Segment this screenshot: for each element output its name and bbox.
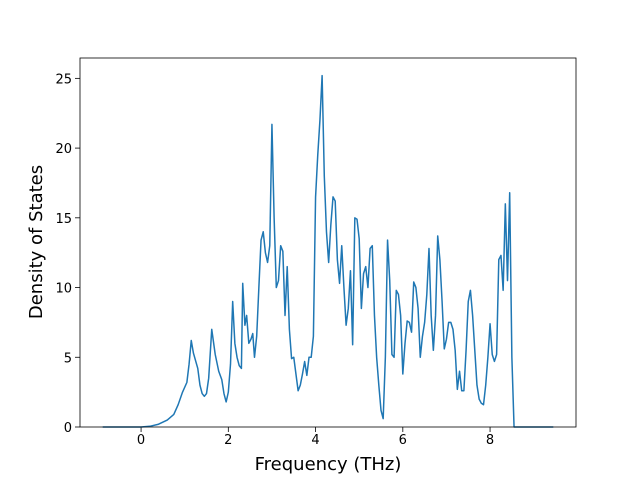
y-tick-label: 5 [64,351,72,366]
y-tick-label: 20 [55,142,72,157]
x-tick-label: 4 [311,433,319,448]
x-tick-label: 0 [137,433,145,448]
y-tick-label: 10 [55,282,72,297]
y-tick-label: 25 [55,72,72,87]
x-tick-label: 6 [399,433,407,448]
y-tick-label: 15 [55,212,72,227]
axes-frame [79,57,577,428]
x-tick-label: 2 [224,433,232,448]
x-axis-label: Frequency (THz) [255,454,402,475]
y-axis-label: Density of States [26,165,47,319]
x-tick-label: 8 [486,433,494,448]
data-line [102,74,554,428]
y-tick-label: 0 [64,421,72,436]
